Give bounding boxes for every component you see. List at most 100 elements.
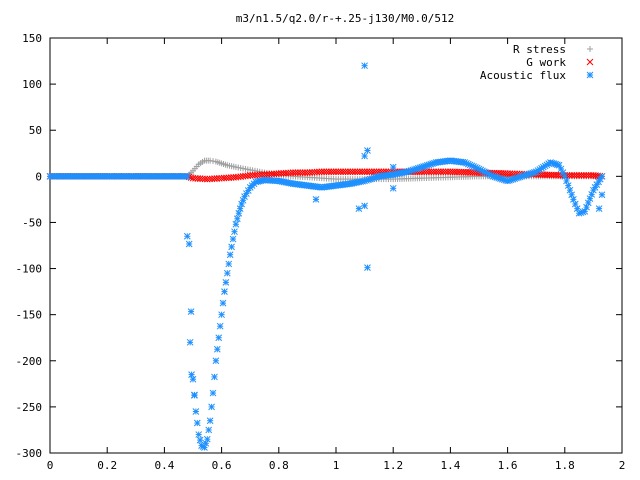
- y-tick-label: -200: [16, 355, 43, 368]
- data-point: [209, 389, 217, 397]
- data-point: [318, 168, 326, 176]
- data-point: [337, 168, 345, 176]
- x-tick-label: 1.4: [440, 459, 460, 472]
- y-tick-label: 100: [22, 78, 42, 91]
- data-point: [189, 375, 197, 383]
- legend-marker: [586, 71, 594, 79]
- legend-label: G work: [526, 56, 566, 69]
- y-tick-label: 150: [22, 32, 42, 45]
- data-point: [335, 168, 342, 176]
- data-point: [432, 168, 440, 176]
- data-point: [231, 228, 238, 236]
- y-tick-label: -150: [16, 309, 43, 322]
- data-point: [323, 168, 330, 176]
- x-tick-label: 1.6: [498, 459, 518, 472]
- data-point-outlier: [364, 264, 371, 271]
- data-point: [193, 419, 201, 427]
- data-point: [442, 168, 449, 176]
- data-point: [212, 357, 220, 365]
- data-point-outlier: [186, 338, 194, 346]
- data-point: [233, 215, 241, 223]
- data-point: [222, 279, 230, 286]
- data-point: [225, 260, 233, 268]
- axis-ticks: 0 0.2 0.4 0.6 0.8 1 1.2 1.4 1.6 1.8 2 150 100 50 0 -50 -…: [16, 32, 626, 472]
- data-point: [351, 168, 359, 176]
- data-point: [213, 345, 221, 353]
- data-point: [202, 439, 210, 447]
- data-point: [330, 168, 337, 176]
- chart-title: m3/n1.5/q2.0/r-+.25-j130/M0.0/512: [236, 12, 455, 25]
- data-point-outlier: [361, 62, 368, 70]
- data-point: [229, 235, 237, 243]
- data-point: [339, 168, 347, 176]
- data-point: [358, 168, 366, 176]
- y-tick-label: -100: [16, 263, 43, 276]
- data-point: [294, 169, 302, 176]
- x-tick-label: 2: [619, 459, 626, 472]
- plot-frame: [49, 37, 623, 454]
- data-point: [578, 172, 585, 179]
- data-point-outlier: [188, 371, 195, 378]
- data-point: [439, 168, 447, 176]
- data-point: [299, 169, 306, 176]
- data-point-outlier: [364, 147, 371, 154]
- data-point: [368, 168, 376, 176]
- data-point: [235, 209, 243, 217]
- data-point: [325, 168, 333, 176]
- data-point: [582, 172, 590, 179]
- data-point: [356, 168, 364, 176]
- data-point: [366, 168, 373, 176]
- data-point: [354, 168, 361, 176]
- x-tick-label: 1.2: [383, 459, 403, 472]
- data-point: [437, 168, 445, 176]
- x-tick-label: 0.2: [97, 459, 117, 472]
- data-point-outlier: [361, 152, 368, 160]
- data-point: [289, 169, 297, 176]
- data-point: [216, 322, 224, 330]
- y-tick-label: 0: [35, 170, 42, 183]
- x-tick-label: 0: [47, 459, 54, 472]
- y-tick-label: -250: [16, 401, 43, 414]
- data-point-outlier: [312, 196, 320, 203]
- x-tick-label: 0.8: [269, 459, 289, 472]
- data-point: [228, 243, 235, 251]
- x-tick-label: 0.4: [154, 459, 174, 472]
- data-point: [570, 172, 578, 179]
- data-point: [183, 172, 191, 180]
- data-point: [196, 436, 204, 444]
- data-point-outlier: [389, 184, 397, 192]
- data-point: [363, 168, 371, 176]
- data-point: [580, 172, 588, 179]
- y-tick-label: -50: [22, 216, 42, 229]
- data-point: [346, 168, 354, 176]
- data-point: [342, 168, 349, 176]
- x-tick-label: 1: [333, 459, 340, 472]
- data-point: [215, 334, 223, 342]
- data-point-outlier: [361, 202, 368, 210]
- series-layer: [46, 62, 606, 451]
- legend-marker: [586, 58, 594, 66]
- data-point-outlier: [598, 191, 606, 199]
- data-point: [435, 168, 442, 176]
- data-point: [344, 168, 352, 176]
- data-point-outlier: [595, 205, 603, 212]
- data-point: [327, 168, 335, 176]
- legend-label: R stress: [513, 43, 566, 56]
- legend-label: Acoustic flux: [480, 69, 566, 82]
- y-tick-label: -300: [16, 447, 43, 460]
- data-point: [201, 175, 209, 183]
- data-point: [241, 193, 248, 200]
- data-point-outlier: [191, 391, 198, 399]
- data-point: [320, 168, 328, 176]
- data-point: [575, 172, 583, 179]
- data-point: [203, 435, 211, 443]
- data-point: [226, 251, 234, 259]
- data-point: [223, 269, 231, 277]
- data-point: [430, 168, 438, 176]
- data-point: [219, 299, 227, 307]
- data-point-outlier: [183, 232, 191, 240]
- data-point: [236, 205, 244, 212]
- data-point: [187, 308, 195, 315]
